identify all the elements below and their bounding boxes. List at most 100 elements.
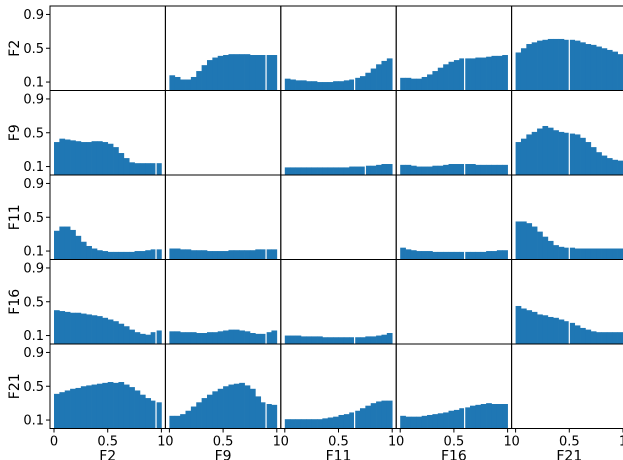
histogram-bar	[491, 251, 498, 260]
histogram-bar	[410, 78, 417, 91]
histogram-bar	[338, 81, 345, 91]
histogram-bar	[410, 250, 417, 260]
histogram-bar	[486, 56, 492, 91]
histogram-bar	[306, 167, 312, 175]
histogram-bar	[284, 335, 291, 344]
x-tick-label: 0	[511, 435, 519, 450]
histogram-bar	[359, 408, 366, 429]
histogram-bar	[212, 332, 219, 344]
histogram-bar	[491, 164, 498, 175]
histogram-bar	[359, 76, 366, 91]
histogram-bar	[370, 336, 377, 344]
histogram-bar	[260, 55, 267, 91]
y-tick-label: 0.9	[23, 177, 44, 192]
x-axis-label: F16	[441, 449, 467, 460]
histogram-bar	[123, 251, 130, 260]
histogram-bar	[139, 333, 146, 344]
histogram-bar	[271, 55, 278, 91]
x-tick-label: 0	[281, 435, 289, 450]
histogram-bar	[349, 337, 355, 344]
histogram-bar	[185, 410, 192, 429]
histogram-bar	[553, 245, 559, 260]
histogram-bar	[443, 251, 449, 260]
histogram-bar	[233, 54, 240, 91]
y-tick-label: 0.1	[23, 414, 44, 429]
histogram-bar	[123, 158, 130, 175]
histogram-bar	[416, 166, 423, 175]
histogram-bar	[520, 308, 527, 344]
histogram-bar	[306, 419, 312, 429]
histogram-bar	[612, 159, 618, 175]
histogram-bar	[421, 76, 428, 91]
histogram-bar	[453, 60, 460, 91]
histogram-bar	[365, 72, 372, 91]
histogram-bar	[169, 248, 176, 260]
histogram-bar	[386, 333, 393, 344]
histogram-bar	[317, 167, 323, 175]
panel-frame	[280, 259, 397, 345]
histogram-bar	[453, 251, 460, 260]
histogram-bar	[563, 132, 570, 175]
histogram-bar	[400, 415, 406, 429]
histogram-bar	[255, 55, 262, 91]
histogram-bar	[585, 44, 592, 91]
histogram-bar	[80, 386, 87, 429]
histogram-bar	[249, 55, 256, 91]
histogram-bar	[118, 251, 125, 260]
y-tick-label: 0.9	[23, 346, 44, 361]
histogram-bar	[606, 248, 613, 260]
histogram-bar	[470, 405, 476, 429]
histogram-bar	[311, 167, 318, 175]
histogram-bar	[333, 416, 339, 429]
histogram-bar	[217, 388, 224, 429]
histogram-bar	[59, 226, 66, 260]
histogram-bar	[96, 141, 103, 175]
histogram-bar	[448, 410, 455, 429]
histogram-bar	[306, 81, 312, 91]
histogram-bar	[381, 164, 388, 175]
histogram-bar	[365, 405, 372, 429]
x-tick-label: 0.5	[444, 435, 465, 450]
histogram-bar	[233, 250, 240, 260]
histogram-bar	[249, 250, 256, 260]
histogram-bar	[169, 331, 176, 344]
histogram-bar	[80, 313, 87, 344]
histogram-bar	[317, 82, 323, 91]
histogram-bar	[486, 403, 492, 429]
histogram-bar	[338, 167, 345, 175]
histogram-bar	[150, 400, 157, 429]
histogram-bar	[300, 336, 307, 344]
histogram-bar	[354, 410, 361, 429]
panel-f11-vs-f2	[49, 174, 166, 260]
x-tick-label: 0	[165, 435, 173, 450]
histogram-bar	[547, 38, 554, 91]
histogram-bar	[558, 38, 565, 91]
histogram-bar	[437, 67, 444, 91]
histogram-bar	[343, 337, 350, 344]
panel-f21-vs-f21	[511, 343, 623, 429]
histogram-bar	[349, 79, 355, 91]
histogram-bar	[217, 55, 224, 91]
histogram-bar	[317, 419, 323, 429]
histogram-bar	[311, 81, 318, 91]
y-axis-label: F2	[7, 40, 23, 57]
histogram-bar	[601, 48, 608, 91]
histogram-bar	[223, 386, 229, 429]
y-tick-label: 0.9	[23, 8, 44, 23]
panel-f11-vs-f9	[164, 174, 282, 260]
histogram-bar	[612, 248, 618, 260]
panel-f11-vs-f11	[280, 174, 397, 260]
histogram-bar	[156, 402, 162, 429]
histogram-bar	[569, 322, 576, 345]
panel-f16-vs-f11	[280, 259, 397, 345]
y-tick-label: 0.1	[23, 76, 44, 91]
panel-f9-vs-f11	[280, 90, 397, 176]
histogram-bar	[196, 333, 202, 344]
histogram-bar	[59, 311, 66, 344]
histogram-bar	[443, 412, 449, 429]
histogram-bar	[515, 221, 522, 260]
histogram-bar	[150, 332, 157, 344]
histogram-bar	[206, 251, 213, 260]
histogram-bar	[113, 251, 119, 260]
histogram-bar	[300, 167, 307, 175]
